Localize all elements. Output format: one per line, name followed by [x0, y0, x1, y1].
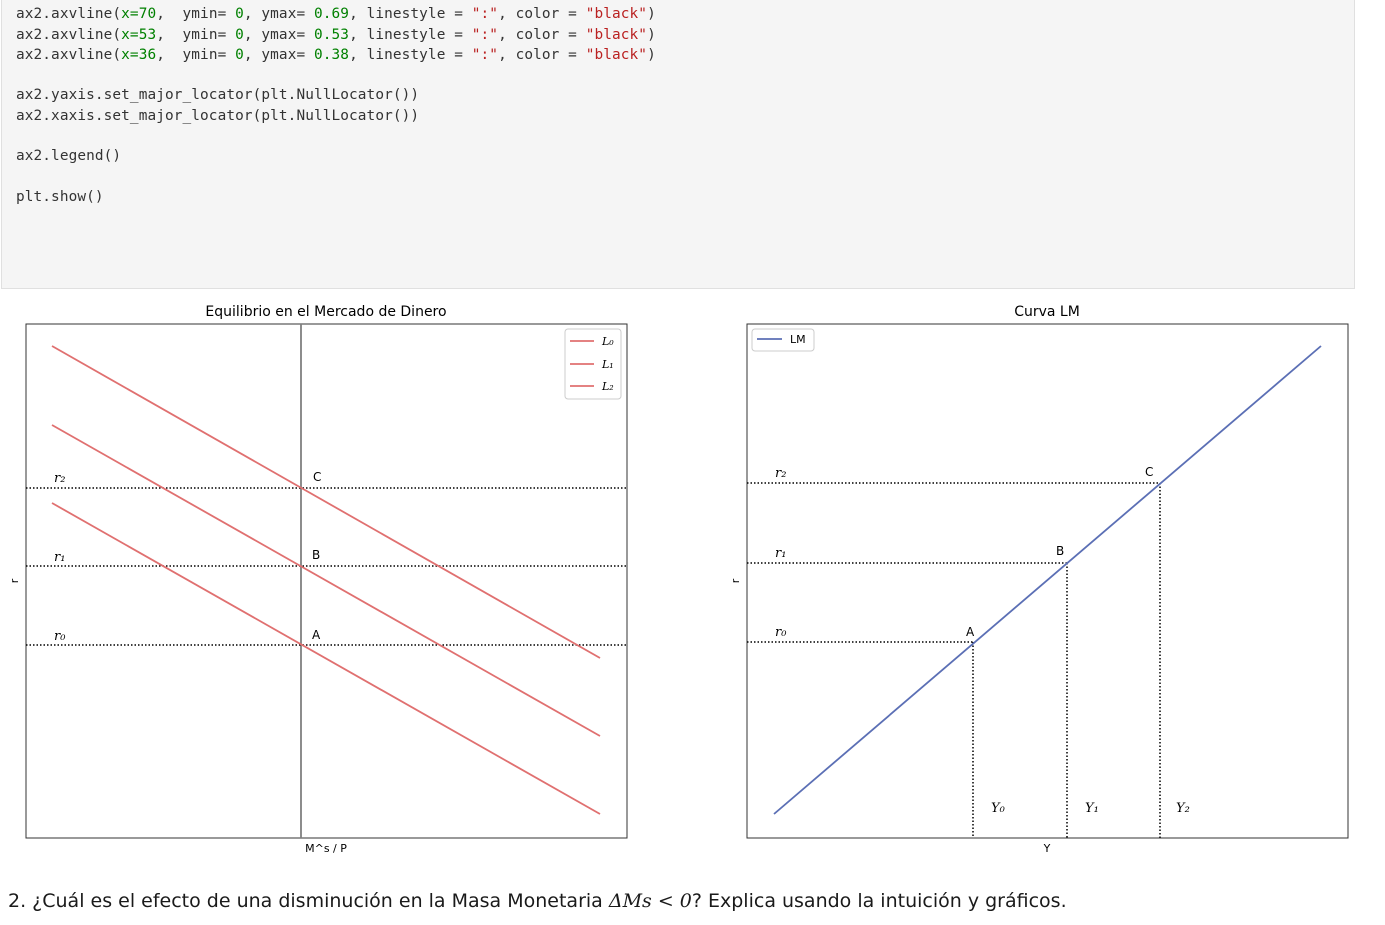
- chart2-title: Curva LM: [1014, 304, 1080, 320]
- chart2-legend: [751, 328, 815, 352]
- code-line-3: ax2.axvline(x=36, ymin= 0, ymax= 0.38, l…: [16, 47, 656, 63]
- chart2-label-Y0: Y₀: [991, 801, 1006, 816]
- code-line-5: ax2.xaxis.set_major_locator(plt.NullLoca…: [16, 108, 420, 124]
- chart2-series-LM: [773, 345, 1322, 815]
- chart2-point-B: B: [1056, 544, 1064, 558]
- question-math: ΔMs < 0: [608, 890, 692, 912]
- chart1-series-L1: [51, 424, 601, 737]
- chart1-label-r1: r₁: [54, 550, 65, 565]
- chart2-label-Y1: Y₁: [1085, 801, 1099, 816]
- code-cell[interactable]: ax2.axvline(x=70, ymin= 0, ymax= 0.69, l…: [1, 0, 1355, 289]
- chart1-label-r2: r₂: [54, 471, 65, 486]
- chart1-series-L0: [51, 502, 601, 815]
- question-heading: 2. ¿Cuál es el efecto de una disminución…: [8, 890, 1067, 912]
- chart1-xlabel: M^s / P: [305, 842, 347, 855]
- chart1-title: Equilibrio en el Mercado de Dinero: [205, 304, 446, 320]
- chart2-legend-label-LM: LM: [790, 333, 806, 346]
- question-prefix: 2. ¿Cuál es el efecto de una disminución…: [8, 890, 609, 912]
- code-line-1: ax2.axvline(x=70, ymin= 0, ymax= 0.69, l…: [16, 6, 656, 22]
- chart2-xlabel: Y: [1043, 842, 1051, 855]
- chart1-legend-label-L1: L₁: [601, 358, 614, 371]
- chart1-ylabel: r: [8, 578, 21, 583]
- charts-output: Equilibrio en el Mercado de Dinero r₂ r₁…: [8, 304, 1349, 855]
- chart1-label-r0: r₀: [54, 629, 66, 644]
- chart1-legend-label-L0: L₀: [601, 335, 614, 348]
- code-line-6: ax2.legend(): [16, 148, 122, 164]
- chart2-point-A: A: [966, 625, 975, 639]
- question-suffix: ? Explica usando la intuición y gráficos…: [691, 890, 1067, 912]
- chart2-label-Y2: Y₂: [1176, 801, 1190, 816]
- chart2-point-C: C: [1145, 465, 1153, 479]
- chart1-point-C: C: [313, 470, 321, 484]
- chart1-series-L2: [51, 345, 601, 659]
- chart2-label-r0: r₀: [775, 625, 787, 640]
- chart1-point-A: A: [312, 628, 321, 642]
- code-line-7: plt.show(): [16, 189, 104, 205]
- chart2-label-r1: r₁: [775, 546, 786, 561]
- code-line-4: ax2.yaxis.set_major_locator(plt.NullLoca…: [16, 87, 420, 103]
- chart2-ylabel: r: [729, 578, 742, 583]
- chart2-label-r2: r₂: [775, 466, 786, 481]
- chart1-point-B: B: [312, 548, 320, 562]
- code-line-2: ax2.axvline(x=53, ymin= 0, ymax= 0.53, l…: [16, 27, 656, 43]
- chart1-legend-label-L2: L₂: [601, 380, 614, 393]
